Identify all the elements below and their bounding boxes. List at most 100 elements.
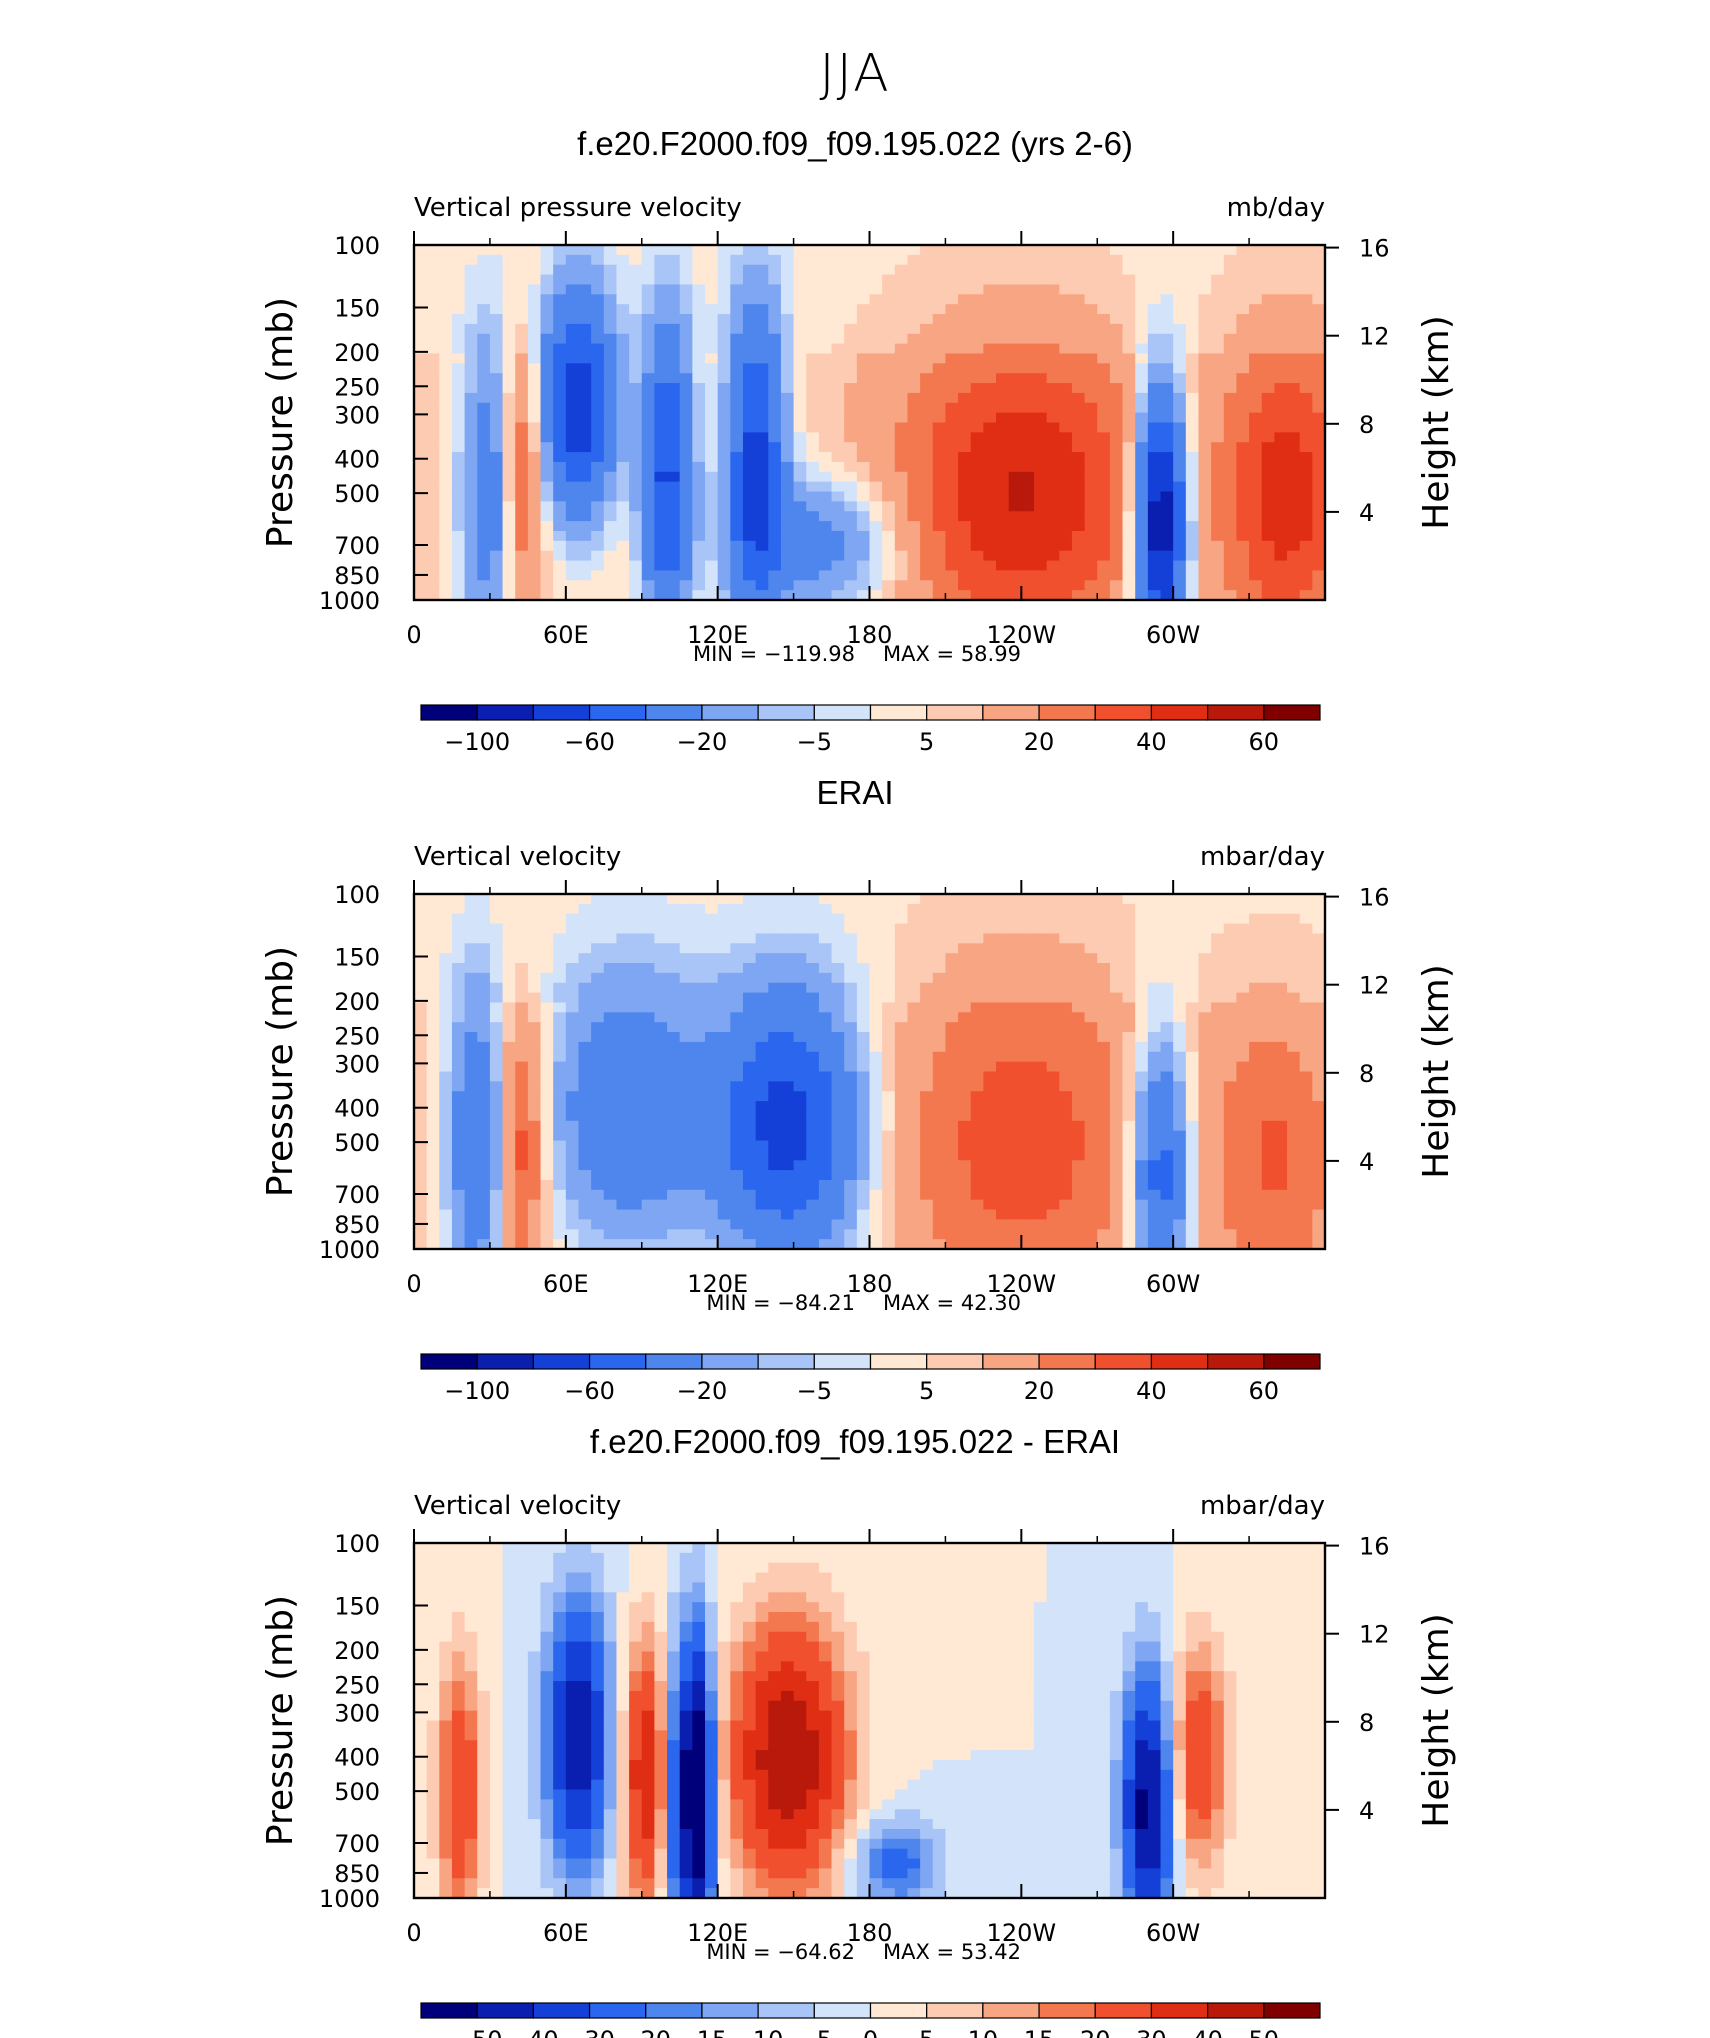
panel-1-contour-cell <box>629 923 643 935</box>
panel-1-contour-cell <box>692 1170 706 1181</box>
panel-0-contour-cell <box>439 264 453 276</box>
panel-0-contour-cell <box>426 304 440 315</box>
panel-0-contour-cell <box>451 491 466 502</box>
panel-1-contour-cell <box>1109 1061 1124 1073</box>
panel-0-contour-cell <box>717 294 731 305</box>
panel-1-contour-cell <box>755 1071 769 1082</box>
panel-1-contour-cell <box>1008 1071 1022 1082</box>
panel-1-contour-cell <box>1147 1189 1162 1201</box>
panel-0-contour-cell <box>1122 452 1136 463</box>
panel-1-contour-cell <box>1135 1101 1149 1112</box>
panel-0-contour-cell <box>1249 343 1263 355</box>
panel-0-contour-cell <box>920 442 934 453</box>
panel-0-contour-cell <box>1122 294 1136 305</box>
panel-0-contour-cell <box>780 540 795 552</box>
panel-1-contour-cell <box>983 1140 997 1151</box>
panel-0-contour-cell <box>742 392 757 404</box>
panel-0-contour-cell <box>882 461 896 473</box>
panel-0-contour-cell <box>818 402 833 414</box>
panel-0-contour-cell <box>578 392 592 404</box>
panel-0-contour-cell <box>705 461 719 473</box>
panel-1-contour-cell <box>705 913 719 925</box>
panel-0-contour-cell <box>970 422 984 433</box>
panel-0-contour-cell <box>489 412 504 424</box>
panel-0-contour-cell <box>780 521 795 532</box>
panel-1-contour-cell <box>426 1199 440 1211</box>
panel-0-contour-cell <box>1084 422 1098 433</box>
panel-1-contour-cell <box>705 1032 719 1043</box>
panel-0-contour-cell <box>1198 511 1212 522</box>
panel-1-contour-cell <box>1135 982 1149 994</box>
panel-0-contour-cell <box>1109 432 1124 443</box>
panel-0-contour-cell <box>540 550 554 562</box>
panel-0-contour-cell <box>705 264 719 276</box>
panel-0-contour-cell <box>894 304 909 315</box>
panel-0-contour-cell <box>1059 432 1073 443</box>
panel-1-contour-cell <box>679 953 693 964</box>
panel-0-contour-cell <box>1160 274 1174 286</box>
panel-0-contour-cell <box>793 392 807 404</box>
panel-1-contour-cell <box>1109 1012 1124 1023</box>
panel-1-contour-cell <box>1071 1160 1086 1171</box>
panel-1-contour-cell <box>540 913 554 925</box>
panel-0-contour-cell <box>414 245 428 256</box>
panel-0-contour-cell <box>1198 264 1212 276</box>
panel-1-contour-cell <box>717 1140 731 1151</box>
panel-1-contour-cell <box>1274 1160 1288 1171</box>
panel-1-contour-cell <box>489 1150 504 1161</box>
panel-0-contour-cell <box>439 521 453 532</box>
panel-1-contour-cell <box>439 923 453 935</box>
panel-0-contour-cell <box>489 383 504 394</box>
panel-0-contour-cell <box>616 501 630 512</box>
panel-1-contour-cell <box>679 1041 693 1053</box>
panel-0-contour-cell <box>1071 314 1086 325</box>
panel-1-contour-cell <box>1160 972 1174 984</box>
panel-0-contour-cell <box>565 580 580 591</box>
panel-0-contour-cell <box>578 580 592 591</box>
panel-1-contour-cell <box>667 1041 681 1053</box>
panel-0-contour-cell <box>1185 442 1200 453</box>
panel-1-contour-cell <box>882 1061 896 1073</box>
panel-0-contour-cell <box>996 491 1010 502</box>
panel-1-contour-cell <box>1299 1110 1313 1122</box>
panel-1-contour-cell <box>856 923 871 935</box>
panel-0-contour-cell <box>1198 570 1212 581</box>
panel-0-contour-cell <box>1147 540 1162 552</box>
panel-1-contour-cell <box>970 1199 984 1211</box>
panel-1-contour-cell <box>983 923 997 935</box>
panel-1-contour-cell <box>1299 953 1313 964</box>
panel-0-contour-cell <box>591 570 605 581</box>
panel-0-contour-cell <box>1211 363 1225 374</box>
panel-0-contour-cell <box>844 481 858 493</box>
panel-0-contour-cell <box>1223 264 1238 276</box>
panel-1-contour-cell <box>679 982 693 994</box>
panel-1-contour-cell <box>1097 1071 1111 1082</box>
panel-0-contour-cell <box>553 245 567 256</box>
panel-0-contour-cell <box>1109 491 1124 502</box>
panel-0-contour-cell <box>1185 501 1200 512</box>
panel-1-contour-cell <box>1249 903 1263 915</box>
panel-1-contour-cell <box>1122 1130 1136 1142</box>
panel-0-contour-cell <box>1173 245 1187 256</box>
panel-0-contour-cell <box>768 254 782 266</box>
panel-0-contour-cell <box>1046 521 1060 532</box>
panel-0-contour-cell <box>945 432 959 443</box>
panel-1-contour-cell <box>1097 1041 1111 1053</box>
panel-1-contour-cell <box>907 1002 921 1013</box>
panel-0-contour-cell <box>755 550 769 562</box>
panel-0-contour-cell <box>1173 461 1187 473</box>
panel-0-contour-cell <box>1008 254 1022 266</box>
panel-0-contour-cell <box>451 264 466 276</box>
panel-0-contour-cell <box>439 560 453 572</box>
panel-0-contour-cell <box>565 422 580 433</box>
panel-1-contour-cell <box>515 1120 529 1132</box>
panel-1-contour-cell <box>527 1130 542 1142</box>
panel-1-contour-cell <box>667 1120 681 1132</box>
panel-0-contour-cell <box>1223 471 1238 483</box>
panel-0-contour-cell <box>970 461 984 473</box>
panel-1-contour-cell <box>1312 1160 1326 1171</box>
panel-0-contour-cell <box>1122 304 1136 315</box>
panel-0-contour-cell <box>502 422 516 433</box>
panel-1-contour-cell <box>730 913 744 925</box>
panel-1-contour-cell <box>603 903 618 915</box>
